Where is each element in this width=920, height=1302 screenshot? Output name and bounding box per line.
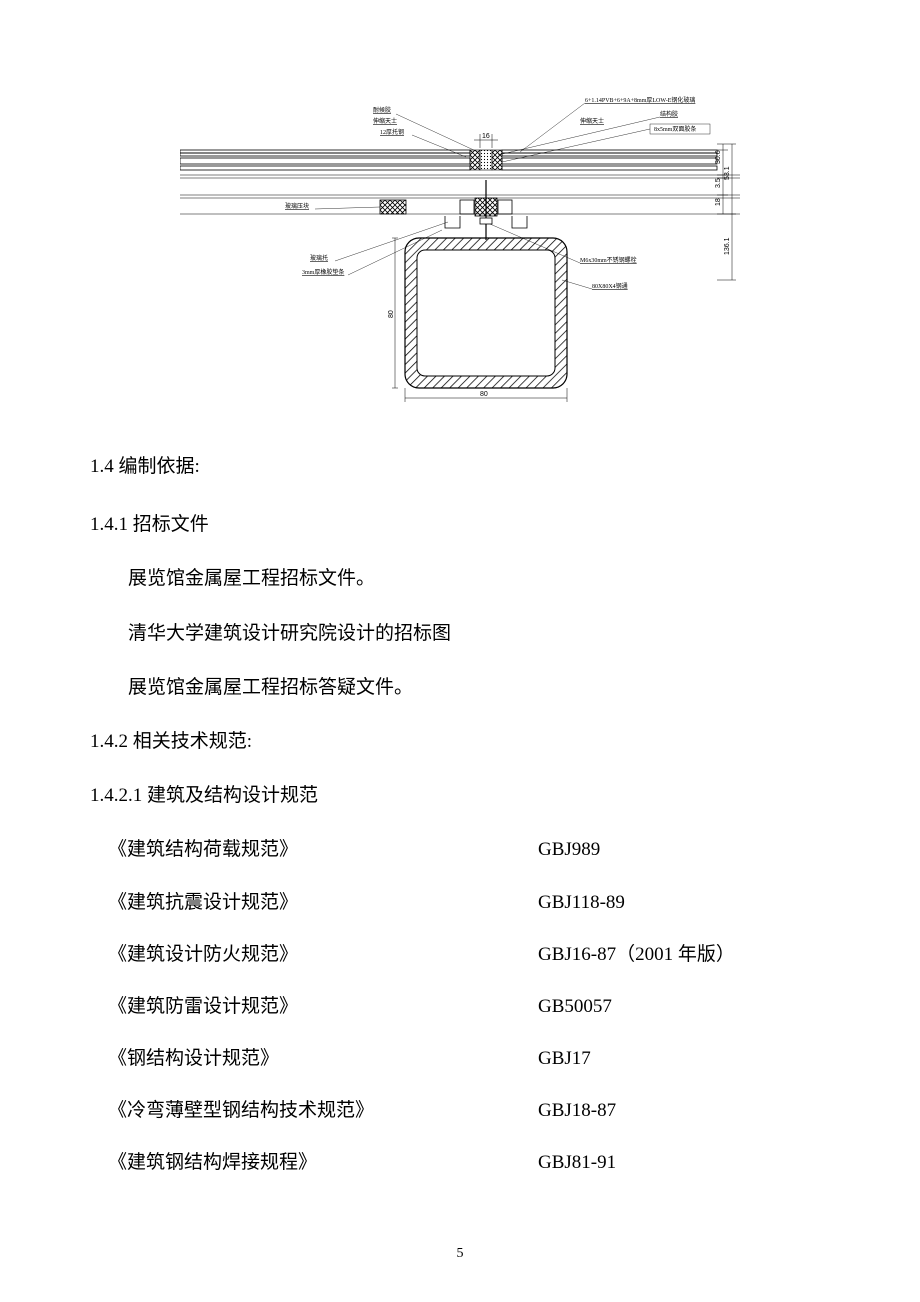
spec-code: GBJ18-87 — [538, 1094, 830, 1128]
svg-text:8x5mm双面胶条: 8x5mm双面胶条 — [654, 125, 696, 133]
body-text-3: 展览馆金属屋工程招标答疑文件。 — [128, 671, 830, 705]
body-text-1: 展览馆金属屋工程招标文件。 — [128, 562, 830, 596]
spec-code: GBJ81-91 — [538, 1146, 830, 1180]
document-content: 1.4 编制依据: 1.4.1 招标文件 展览馆金属屋工程招标文件。 清华大学建… — [90, 450, 830, 1181]
heading-1-4-2-1: 1.4.2.1 建筑及结构设计规范 — [90, 779, 830, 813]
labels-top-right: 结构胶 8x5mm双面胶条 伸缩天士 — [498, 110, 710, 162]
diagram-svg: 80 80 30.6 53.1 3.5 18 136.1 — [180, 80, 740, 410]
spec-code: GBJ118-89 — [538, 886, 830, 920]
svg-text:6+1.14PVB+6+9A+8mm厚LOW-E钢化玻璃: 6+1.14PVB+6+9A+8mm厚LOW-E钢化玻璃 — [585, 96, 695, 104]
spec-code: GBJ17 — [538, 1042, 830, 1076]
spec-row: 《钢结构设计规范》 GBJ17 — [108, 1042, 830, 1076]
svg-text:玻璃压块: 玻璃压块 — [285, 202, 309, 210]
svg-text:80X80X4钢通: 80X80X4钢通 — [592, 282, 628, 290]
spec-name: 《建筑钢结构焊接规程》 — [108, 1146, 538, 1180]
spec-row: 《建筑抗震设计规范》 GBJ118-89 — [108, 886, 830, 920]
spec-name: 《冷弯薄壁型钢结构技术规范》 — [108, 1094, 538, 1128]
glass-left — [180, 150, 470, 170]
clamp-assembly — [380, 180, 527, 240]
spec-name: 《钢结构设计规范》 — [108, 1042, 538, 1076]
spec-code: GBJ16-87（2001 年版） — [538, 938, 830, 972]
svg-text:30.6: 30.6 — [715, 150, 722, 164]
spec-name: 《建筑抗震设计规范》 — [108, 886, 538, 920]
svg-text:结构胶: 结构胶 — [660, 110, 678, 118]
spec-code: GBJ989 — [538, 833, 830, 867]
heading-1-4-1: 1.4.1 招标文件 — [90, 508, 830, 542]
spec-name: 《建筑结构荷载规范》 — [108, 833, 538, 867]
spec-row: 《建筑防雷设计规范》 GB50057 — [108, 990, 830, 1024]
svg-text:伸缩天士: 伸缩天士 — [580, 117, 604, 125]
svg-text:80: 80 — [480, 391, 488, 398]
spec-row: 《建筑钢结构焊接规程》 GBJ81-91 — [108, 1146, 830, 1180]
dim-80-h: 80 — [405, 388, 567, 402]
spec-row: 《冷弯薄壁型钢结构技术规范》 GBJ18-87 — [108, 1094, 830, 1128]
body-text-2: 清华大学建筑设计研究院设计的招标图 — [128, 617, 830, 651]
technical-diagram: 80 80 30.6 53.1 3.5 18 136.1 — [180, 80, 740, 410]
page-number: 5 — [457, 1246, 464, 1262]
spec-row: 《建筑结构荷载规范》 GBJ989 — [108, 833, 830, 867]
glass-right — [502, 150, 717, 170]
svg-text:53.1: 53.1 — [724, 166, 731, 180]
svg-text:18: 18 — [715, 198, 722, 206]
svg-text:3mm厚橡胶垫条: 3mm厚橡胶垫条 — [302, 268, 344, 276]
dim-right-stack: 30.6 53.1 3.5 18 136.1 — [715, 144, 736, 280]
svg-text:136.1: 136.1 — [724, 237, 731, 255]
svg-text:3.5: 3.5 — [715, 178, 722, 188]
svg-text:M6x30mm不锈钢螺栓: M6x30mm不锈钢螺栓 — [580, 256, 637, 264]
spec-name: 《建筑设计防火规范》 — [108, 938, 538, 972]
svg-text:12厚托钢: 12厚托钢 — [380, 128, 404, 136]
dim-16: 16 — [474, 133, 498, 148]
svg-text:80: 80 — [388, 310, 395, 318]
svg-text:耐候胶: 耐候胶 — [373, 106, 391, 114]
heading-1-4-2: 1.4.2 相关技术规范: — [90, 725, 830, 759]
svg-text:伸缩天士: 伸缩天士 — [373, 117, 397, 125]
svg-text:玻璃托: 玻璃托 — [310, 254, 328, 262]
spec-name: 《建筑防雷设计规范》 — [108, 990, 538, 1024]
heading-1-4: 1.4 编制依据: — [90, 450, 830, 484]
spec-code: GB50057 — [538, 990, 830, 1024]
steel-tube — [405, 238, 567, 388]
dim-80-v: 80 — [388, 238, 398, 388]
svg-text:16: 16 — [482, 133, 490, 140]
spec-row: 《建筑设计防火规范》 GBJ16-87（2001 年版） — [108, 938, 830, 972]
labels-top-left: 耐候胶 伸缩天士 12厚托钢 — [373, 106, 478, 157]
label-left-mid: 玻璃压块 — [285, 202, 380, 210]
